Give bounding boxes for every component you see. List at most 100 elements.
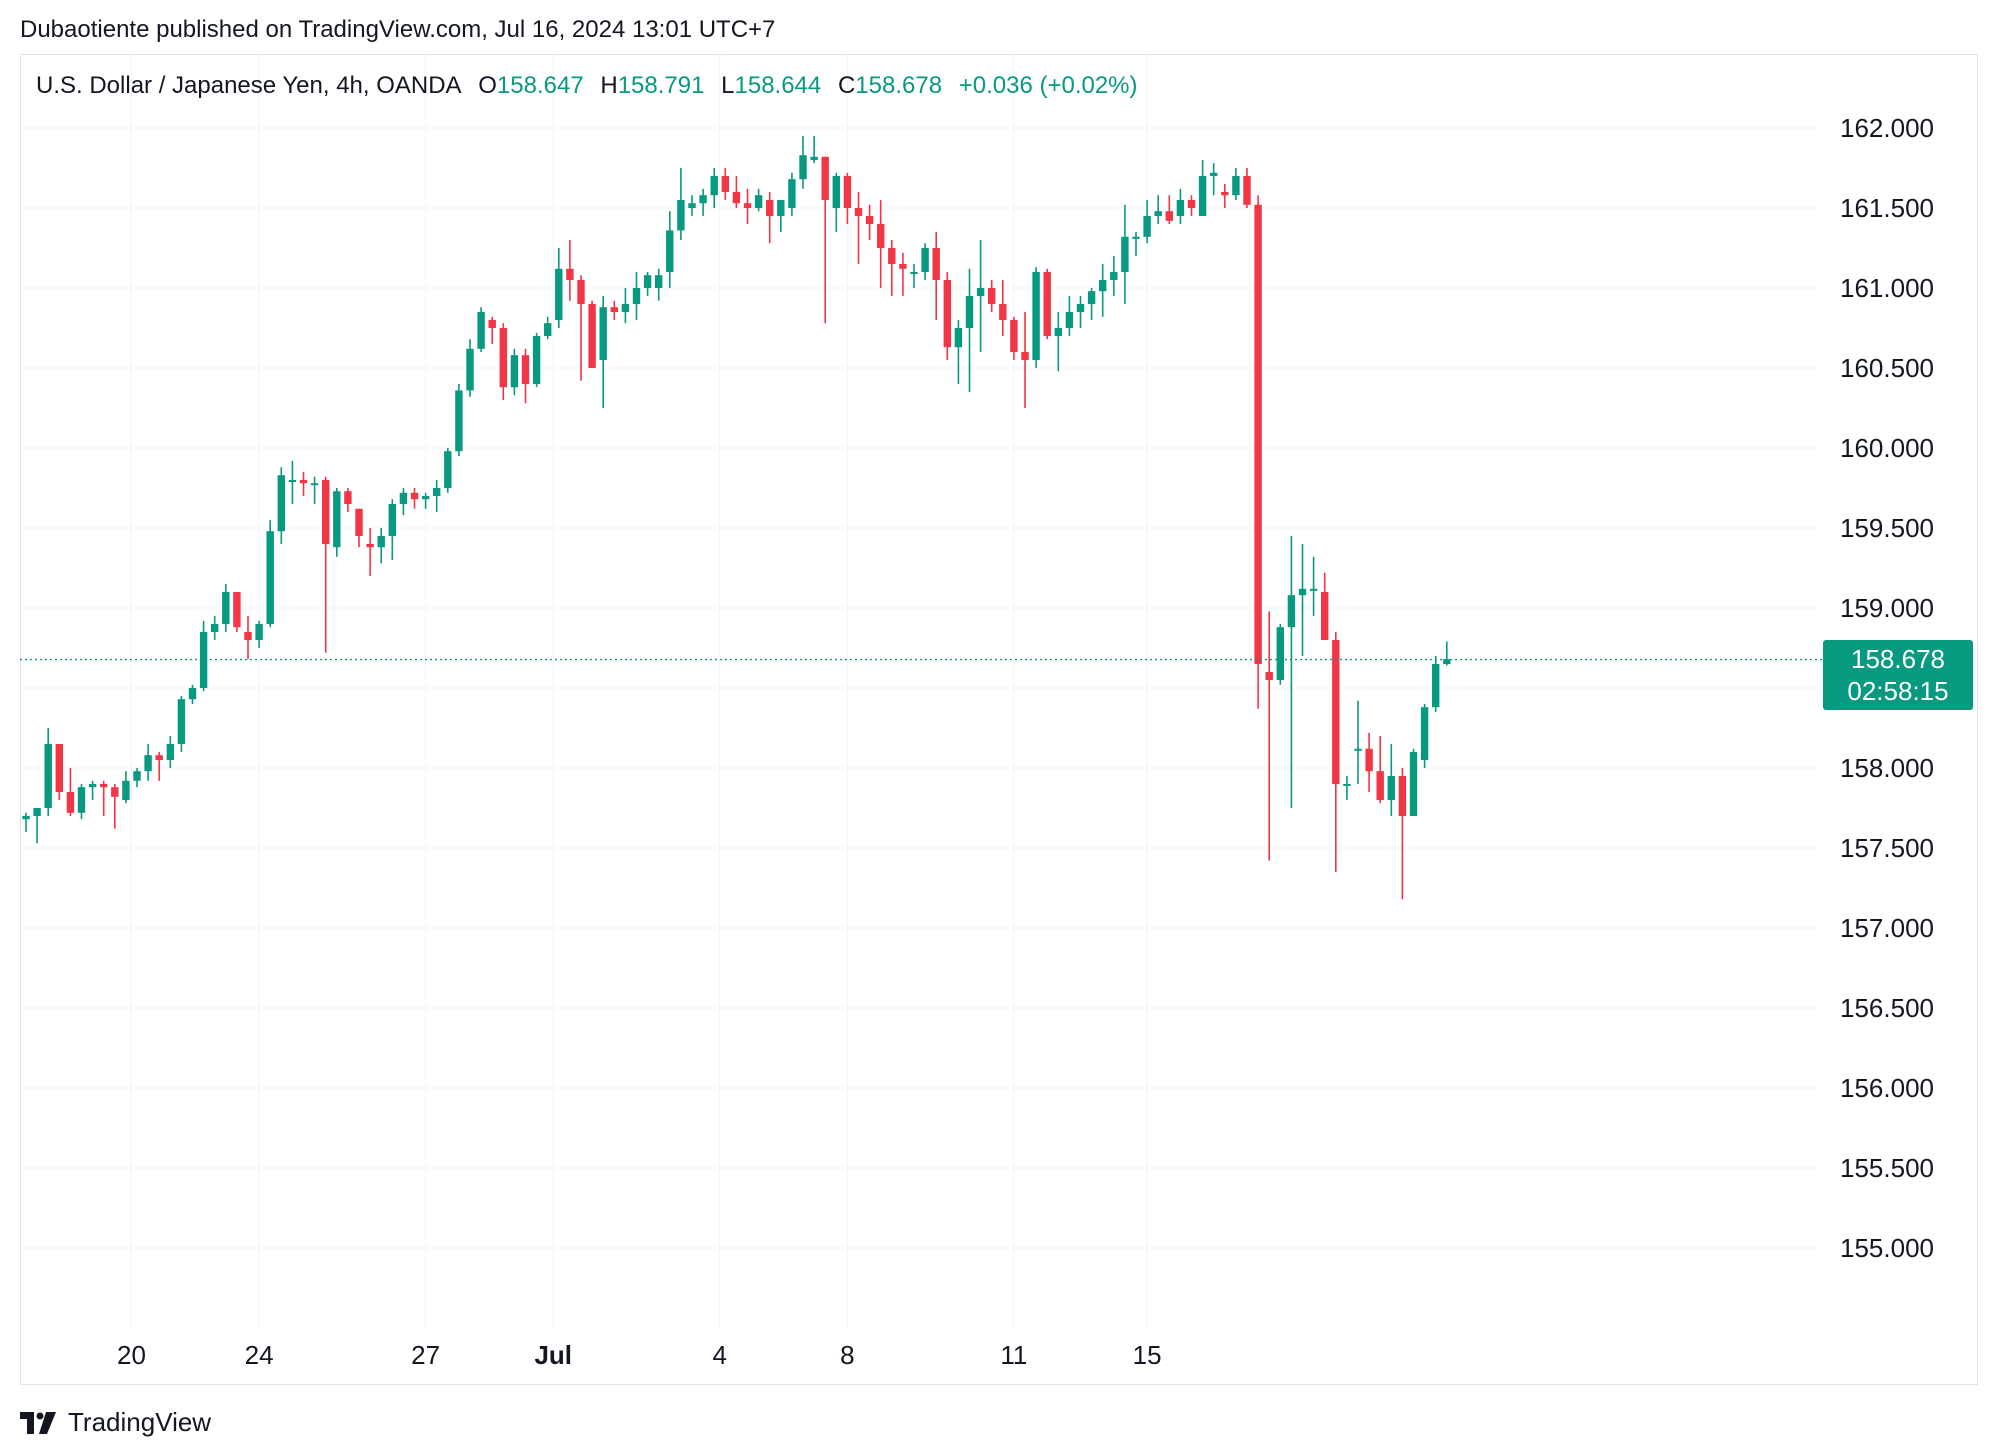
candle-body <box>77 787 86 813</box>
tradingview-logo-icon <box>20 1411 56 1434</box>
candle-body <box>988 288 996 304</box>
candle-body <box>754 195 763 208</box>
candle-body <box>799 155 807 180</box>
candle-body <box>854 208 863 216</box>
price-tick-label: 155.000 <box>1840 1233 1934 1263</box>
close-label: C <box>837 72 856 99</box>
candle <box>721 168 729 200</box>
candle-body <box>466 348 474 391</box>
candle-body <box>1376 771 1384 800</box>
candle-body <box>1121 236 1129 272</box>
candle <box>322 476 330 653</box>
candle-body <box>111 787 119 797</box>
price-tick-label: 159.000 <box>1840 593 1934 623</box>
candle-body <box>532 336 541 384</box>
candle-body <box>244 632 252 640</box>
candle-body <box>455 390 463 452</box>
candle-body <box>255 624 263 640</box>
candle <box>1287 536 1296 808</box>
candle <box>1099 264 1107 317</box>
candle <box>1221 184 1229 208</box>
candle-body <box>1365 748 1373 772</box>
candle-body <box>677 200 685 231</box>
candle <box>1276 624 1284 685</box>
candle <box>66 768 75 816</box>
candle-body <box>1265 672 1273 680</box>
candle-body <box>477 312 485 349</box>
candle-body <box>55 744 63 792</box>
candle <box>621 288 630 324</box>
candle-body <box>100 784 108 788</box>
candle-body <box>1043 272 1051 336</box>
candle <box>255 620 263 648</box>
candle <box>1154 195 1162 224</box>
candle-body <box>233 592 241 628</box>
candle <box>610 300 618 320</box>
candle <box>277 467 285 544</box>
candle <box>999 280 1007 336</box>
candle-body <box>1143 216 1151 237</box>
candle <box>421 492 430 509</box>
candle-body <box>355 508 363 536</box>
time-tick-label: Jul <box>534 1340 572 1370</box>
candle-body <box>577 280 585 304</box>
candle-body <box>1432 664 1440 708</box>
candle-body <box>610 307 618 312</box>
candle <box>266 520 274 628</box>
candle-body <box>310 483 319 486</box>
candle <box>1065 296 1074 336</box>
candle-body <box>22 816 30 820</box>
candle <box>1132 232 1140 256</box>
candle <box>1187 195 1196 216</box>
candle <box>810 136 818 164</box>
candle <box>943 272 951 360</box>
candle <box>1432 656 1440 712</box>
candle-body <box>66 792 75 813</box>
candle-body <box>1321 592 1329 640</box>
candle <box>1032 267 1040 368</box>
candle <box>188 684 197 704</box>
time-tick-label: 15 <box>1133 1340 1162 1370</box>
candle <box>1021 312 1029 408</box>
last-price-value: 158.678 <box>1851 643 1945 674</box>
candle <box>677 168 685 240</box>
chart-frame[interactable] <box>20 54 1978 1385</box>
candle-body <box>932 248 940 280</box>
candle <box>344 488 352 512</box>
candle <box>244 616 252 660</box>
candle-body <box>921 248 929 272</box>
candle-body <box>821 156 829 200</box>
candle <box>1198 160 1207 216</box>
time-tick-label: 20 <box>117 1340 146 1370</box>
time-axis: 20 24 27 Jul 4 8 11 15 <box>117 1340 1162 1370</box>
candle <box>166 736 174 768</box>
candle <box>1443 641 1451 666</box>
candle <box>532 332 541 388</box>
candle <box>310 476 319 504</box>
candle-body <box>1398 776 1407 816</box>
candle-body <box>277 475 285 532</box>
candle <box>144 744 152 781</box>
candle-body <box>1032 272 1040 360</box>
candle-body <box>1254 204 1262 665</box>
candle <box>643 272 652 296</box>
candle <box>599 296 607 408</box>
candle <box>288 460 297 504</box>
candle <box>1243 168 1251 208</box>
candle-body <box>943 280 951 348</box>
candle <box>976 240 985 352</box>
candle <box>766 192 774 244</box>
candle-body <box>1154 211 1162 216</box>
candle-body <box>999 304 1007 320</box>
candle-body <box>910 272 918 274</box>
candle-body <box>777 200 785 216</box>
publisher-line: Dubaotiente published on TradingView.com… <box>20 16 776 43</box>
candle <box>710 168 718 208</box>
candle <box>655 268 663 301</box>
candle <box>433 480 441 512</box>
candle-body <box>1276 627 1284 680</box>
candle-body <box>877 224 885 248</box>
candle-body <box>899 264 907 269</box>
candle <box>1332 632 1340 872</box>
